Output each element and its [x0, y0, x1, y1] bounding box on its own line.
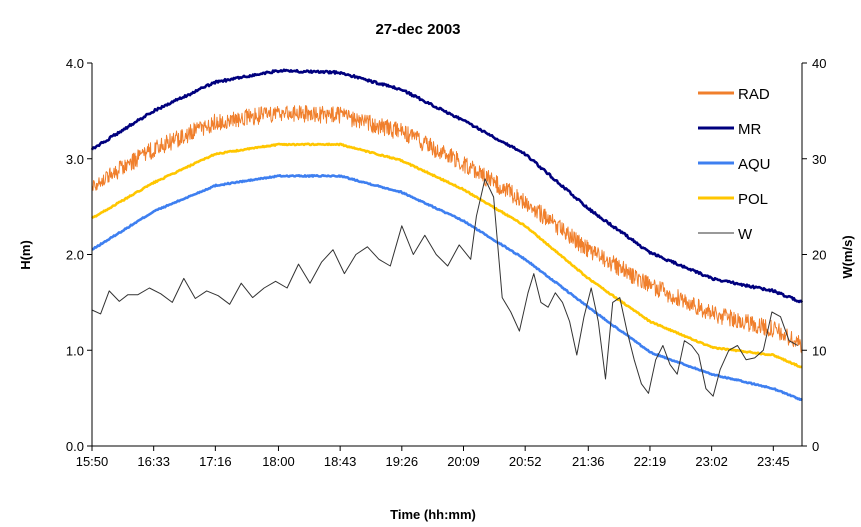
series-line-w [91, 178, 798, 397]
y2-tick-label: 10 [812, 343, 826, 358]
ticks-layer: 0.0 1.0 2.0 3.0 4.0 0 10 20 30 40 15:50 16:33 17:16 1… [66, 56, 827, 469]
x-tick-label: 20:09 [447, 454, 480, 469]
legend-label-pol: POL [738, 191, 768, 208]
x-tick-label: 20:52 [509, 454, 542, 469]
x-tick-label: 19:26 [386, 454, 419, 469]
x-tick-label: 18:43 [324, 454, 357, 469]
y2-tick-label: 0 [812, 439, 819, 454]
y-tick-label: 1.0 [66, 343, 84, 358]
y-tick-label: 4.0 [66, 56, 84, 71]
x-tick-label: 16:33 [137, 454, 170, 469]
x-tick-label: 17:16 [199, 454, 232, 469]
y2-tick-label: 30 [812, 152, 826, 167]
y-tick-label: 0.0 [66, 439, 84, 454]
x-tick-label: 21:36 [572, 454, 605, 469]
series-line-aqu [91, 174, 803, 402]
legend: RAD MR AQU POL W [698, 86, 771, 243]
legend-label-mr: MR [738, 121, 761, 138]
x-tick-label: 15:50 [76, 454, 109, 469]
x-tick-label: 23:02 [695, 454, 728, 469]
series-line-rad [91, 105, 803, 355]
y2-tick-label: 40 [812, 56, 826, 71]
y-tick-label: 2.0 [66, 248, 84, 263]
legend-label-rad: RAD [738, 86, 770, 103]
y2-tick-label: 20 [812, 248, 826, 263]
x-tick-label: 18:00 [262, 454, 295, 469]
series-line-pol [91, 142, 803, 369]
x-axis-label: Time (hh:mm) [390, 507, 476, 522]
series-line-mr [90, 68, 804, 304]
y-tick-label: 3.0 [66, 152, 84, 167]
y2-axis-label: W(m/s) [840, 235, 855, 278]
x-tick-label: 22:19 [634, 454, 667, 469]
series-layer [90, 68, 804, 402]
x-tick-label: 23:45 [757, 454, 790, 469]
chart-title: 27-dec 2003 [375, 21, 460, 38]
y-axis-label: H(m) [18, 240, 33, 270]
legend-label-aqu: AQU [738, 156, 771, 173]
legend-label-w: W [738, 226, 753, 243]
